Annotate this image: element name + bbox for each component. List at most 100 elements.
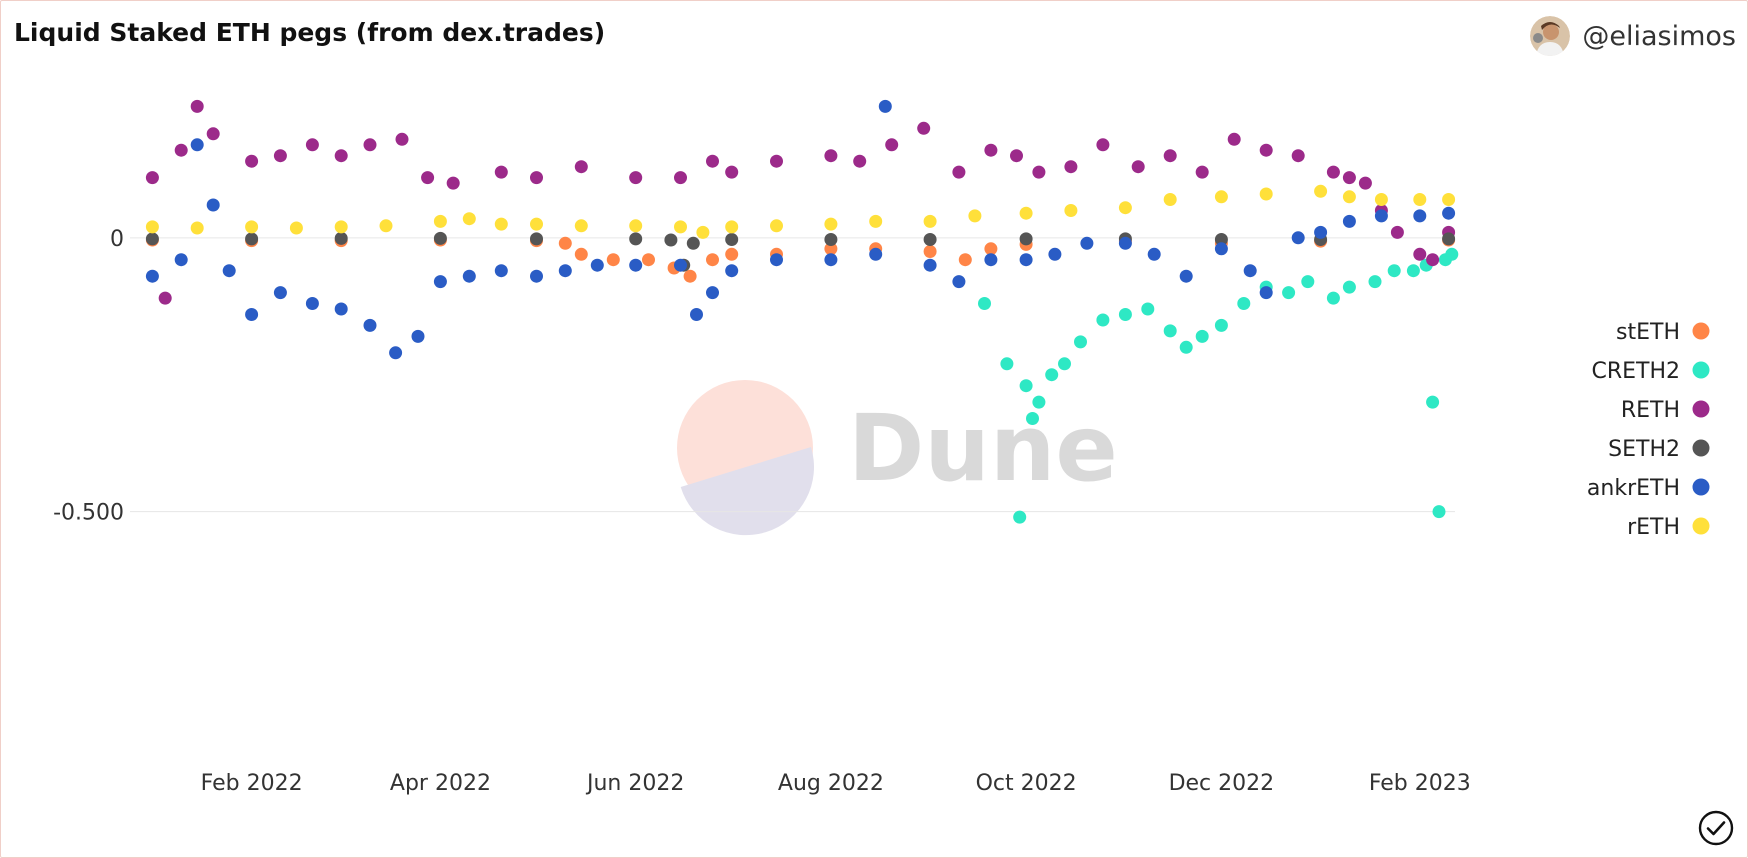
x-tick-label: Feb 2023: [1369, 771, 1471, 796]
data-point: [1032, 395, 1046, 409]
data-point: [462, 212, 476, 226]
data-point: [1342, 190, 1356, 204]
data-point: [1080, 236, 1094, 250]
data-point: [725, 264, 739, 278]
y-axis: 0 -0.500: [53, 227, 124, 526]
legend-label: stETH: [1616, 320, 1680, 345]
data-point: [145, 171, 159, 185]
x-tick-label: Apr 2022: [390, 771, 491, 796]
data-point: [494, 264, 508, 278]
data-point: [1259, 187, 1273, 201]
data-point: [1141, 302, 1155, 316]
data-points: [145, 99, 1459, 524]
data-point: [770, 154, 783, 168]
data-point: [334, 302, 348, 316]
data-point: [1064, 160, 1078, 174]
data-point: [696, 225, 710, 239]
data-point: [1074, 335, 1087, 349]
data-point: [642, 253, 655, 267]
author-name[interactable]: @eliasimos: [1582, 20, 1736, 52]
data-point: [1282, 286, 1296, 300]
data-point: [1326, 165, 1340, 179]
data-point: [289, 221, 303, 235]
data-point: [1214, 318, 1228, 332]
watermark: Dune: [677, 380, 1118, 536]
data-point: [690, 308, 703, 321]
data-point: [978, 297, 991, 310]
data-point: [1010, 149, 1023, 163]
data-point: [1442, 193, 1456, 206]
data-point: [305, 297, 319, 310]
data-point: [245, 220, 259, 234]
data-point: [1259, 143, 1273, 157]
data-point: [1179, 269, 1193, 283]
data-point: [494, 165, 508, 179]
data-point: [462, 269, 476, 283]
x-axis: Feb 2022 Apr 2022 Jun 2022 Aug 2022 Oct 2022…: [201, 771, 1471, 796]
data-point: [145, 269, 159, 283]
legend-marker: [1692, 517, 1710, 535]
data-point: [530, 217, 543, 231]
data-point: [664, 233, 678, 247]
avatar-icon: [1530, 16, 1571, 56]
x-tick-label: Aug 2022: [778, 771, 884, 796]
y-tick-label: -0.500: [53, 501, 124, 526]
data-point: [725, 233, 739, 246]
data-point: [433, 214, 447, 228]
data-point: [1195, 329, 1209, 343]
data-point: [574, 247, 588, 261]
data-point: [824, 233, 838, 246]
series-ankreth: [145, 99, 1456, 360]
legend-label: rETH: [1627, 515, 1680, 540]
data-point: [1374, 193, 1388, 206]
data-point: [725, 220, 739, 234]
y-tick-label: 0: [110, 227, 124, 252]
data-point: [334, 231, 348, 245]
data-point: [1096, 138, 1110, 152]
data-point: [334, 149, 348, 163]
x-tick-label: Feb 2022: [201, 771, 303, 796]
data-point: [824, 242, 838, 256]
data-point: [530, 269, 543, 283]
check-circle-icon[interactable]: [1698, 810, 1734, 846]
data-point: [1118, 201, 1132, 215]
data-point: [1163, 324, 1177, 338]
data-point: [1131, 160, 1145, 174]
data-point: [1147, 247, 1161, 261]
data-point: [1342, 280, 1356, 294]
data-point: [923, 233, 937, 246]
data-point: [363, 318, 377, 332]
data-point: [629, 232, 643, 246]
data-point: [1413, 247, 1427, 261]
data-point: [273, 286, 287, 300]
legend-marker: [1692, 322, 1710, 340]
data-point: [494, 217, 508, 231]
legend-label: ankrETH: [1587, 476, 1680, 501]
data-point: [674, 220, 687, 234]
author-link[interactable]: @eliasimos: [1530, 16, 1736, 56]
data-point: [706, 253, 719, 267]
data-point: [1426, 395, 1440, 409]
legend-label: RETH: [1621, 398, 1680, 423]
data-point: [1374, 209, 1388, 223]
data-point: [629, 171, 643, 185]
data-point: [1013, 510, 1027, 524]
data-point: [174, 253, 188, 267]
data-point: [629, 258, 643, 272]
data-point: [674, 258, 687, 272]
data-point: [1064, 204, 1078, 217]
data-point: [885, 138, 899, 152]
data-point: [411, 329, 425, 343]
data-point: [952, 275, 966, 289]
data-point: [190, 221, 204, 235]
data-point: [1000, 357, 1014, 371]
data-point: [1195, 165, 1209, 179]
data-point: [923, 214, 937, 228]
data-point: [686, 236, 700, 250]
data-point: [190, 99, 204, 113]
data-point: [1445, 247, 1459, 261]
data-point: [1413, 193, 1427, 206]
data-point: [158, 291, 172, 305]
data-point: [1301, 275, 1315, 289]
data-point: [1432, 505, 1446, 519]
